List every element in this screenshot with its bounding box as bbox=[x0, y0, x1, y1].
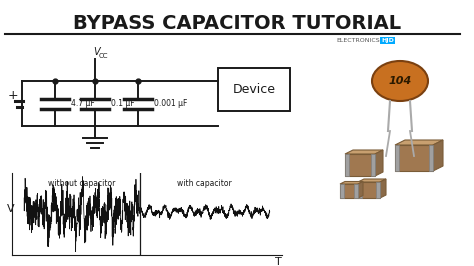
Text: +: + bbox=[8, 89, 18, 102]
Bar bbox=[358, 182, 362, 198]
Text: BYPASS CAPACITOR TUTORIAL: BYPASS CAPACITOR TUTORIAL bbox=[73, 14, 401, 33]
Text: HJD: HJD bbox=[381, 38, 394, 43]
Bar bbox=[376, 182, 380, 198]
Polygon shape bbox=[340, 181, 363, 184]
Text: 104: 104 bbox=[388, 76, 411, 86]
Y-axis label: V: V bbox=[7, 204, 14, 214]
Bar bbox=[340, 184, 344, 198]
Text: with capacitor: with capacitor bbox=[177, 180, 232, 189]
Bar bbox=[358, 182, 380, 198]
Bar bbox=[395, 145, 433, 171]
Text: ELECTRONICS: ELECTRONICS bbox=[337, 38, 380, 43]
Ellipse shape bbox=[372, 61, 428, 101]
Text: without capacitor: without capacitor bbox=[48, 180, 116, 189]
Polygon shape bbox=[358, 181, 363, 198]
Text: V: V bbox=[93, 47, 100, 57]
X-axis label: T: T bbox=[275, 257, 282, 266]
Bar bbox=[429, 145, 433, 171]
Polygon shape bbox=[395, 140, 443, 145]
Polygon shape bbox=[380, 179, 386, 198]
Polygon shape bbox=[345, 150, 383, 154]
Bar bbox=[395, 145, 399, 171]
Bar bbox=[354, 184, 358, 198]
Polygon shape bbox=[433, 140, 443, 171]
Bar bbox=[340, 184, 358, 198]
Polygon shape bbox=[375, 150, 383, 176]
Text: 0.001 μF: 0.001 μF bbox=[154, 99, 187, 108]
Text: 0.1 μF: 0.1 μF bbox=[111, 99, 135, 108]
Bar bbox=[218, 68, 290, 111]
Bar bbox=[345, 154, 375, 176]
Polygon shape bbox=[358, 179, 386, 182]
Text: 4.7 μF: 4.7 μF bbox=[71, 99, 95, 108]
Bar bbox=[345, 154, 349, 176]
Bar bbox=[371, 154, 375, 176]
Text: Device: Device bbox=[233, 83, 275, 96]
Text: CC: CC bbox=[99, 53, 109, 59]
